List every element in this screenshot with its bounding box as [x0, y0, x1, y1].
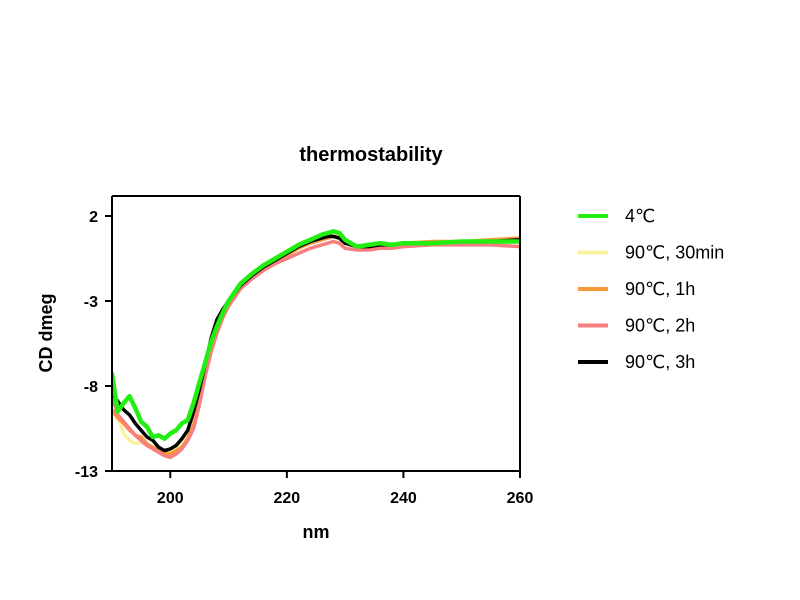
y-tick-label: -8 — [84, 379, 98, 396]
legend-label: 90℃, 30min — [625, 243, 724, 263]
series-line-90-30min — [112, 232, 520, 455]
x-tick-label: 200 — [157, 490, 184, 507]
series-line-90-1h — [112, 234, 520, 456]
legend-label: 4℃ — [625, 206, 655, 226]
y-axis-label: CD dmeg — [36, 293, 56, 372]
x-tick-label: 220 — [274, 490, 301, 507]
x-axis-ticks: 200 220 240 260 — [157, 471, 534, 507]
chart-title: thermostability — [299, 144, 443, 166]
y-tick-label: -3 — [84, 294, 98, 311]
legend-label: 90℃, 3h — [625, 352, 695, 372]
x-tick-label: 240 — [390, 490, 417, 507]
y-tick-label: 2 — [89, 209, 98, 226]
legend: 4℃ 90℃, 30min 90℃, 1h 90℃, 2h 90℃, 3h — [578, 206, 724, 372]
legend-label: 90℃, 2h — [625, 316, 695, 336]
x-tick-label: 260 — [507, 490, 534, 507]
plot-area — [112, 229, 520, 460]
series-line-90-3h — [112, 234, 520, 453]
legend-label: 90℃, 1h — [625, 279, 695, 299]
x-axis-label: nm — [303, 522, 330, 542]
series-line-4 — [112, 229, 520, 441]
series-line-90-2h — [112, 239, 520, 460]
y-axis-ticks: 2 -3 -8 -13 — [75, 209, 112, 481]
y-tick-label: -13 — [75, 464, 98, 481]
